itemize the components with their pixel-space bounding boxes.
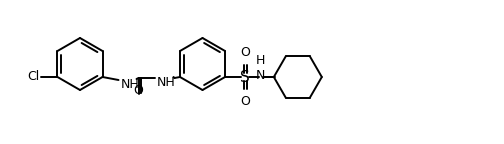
Text: Cl: Cl: [27, 71, 39, 84]
Text: H: H: [256, 54, 265, 67]
Text: N: N: [256, 69, 265, 82]
Text: O: O: [134, 84, 144, 97]
Text: NH: NH: [157, 76, 175, 89]
Text: S: S: [240, 70, 250, 85]
Text: O: O: [240, 95, 250, 108]
Text: O: O: [240, 46, 250, 59]
Text: NH: NH: [120, 78, 139, 91]
